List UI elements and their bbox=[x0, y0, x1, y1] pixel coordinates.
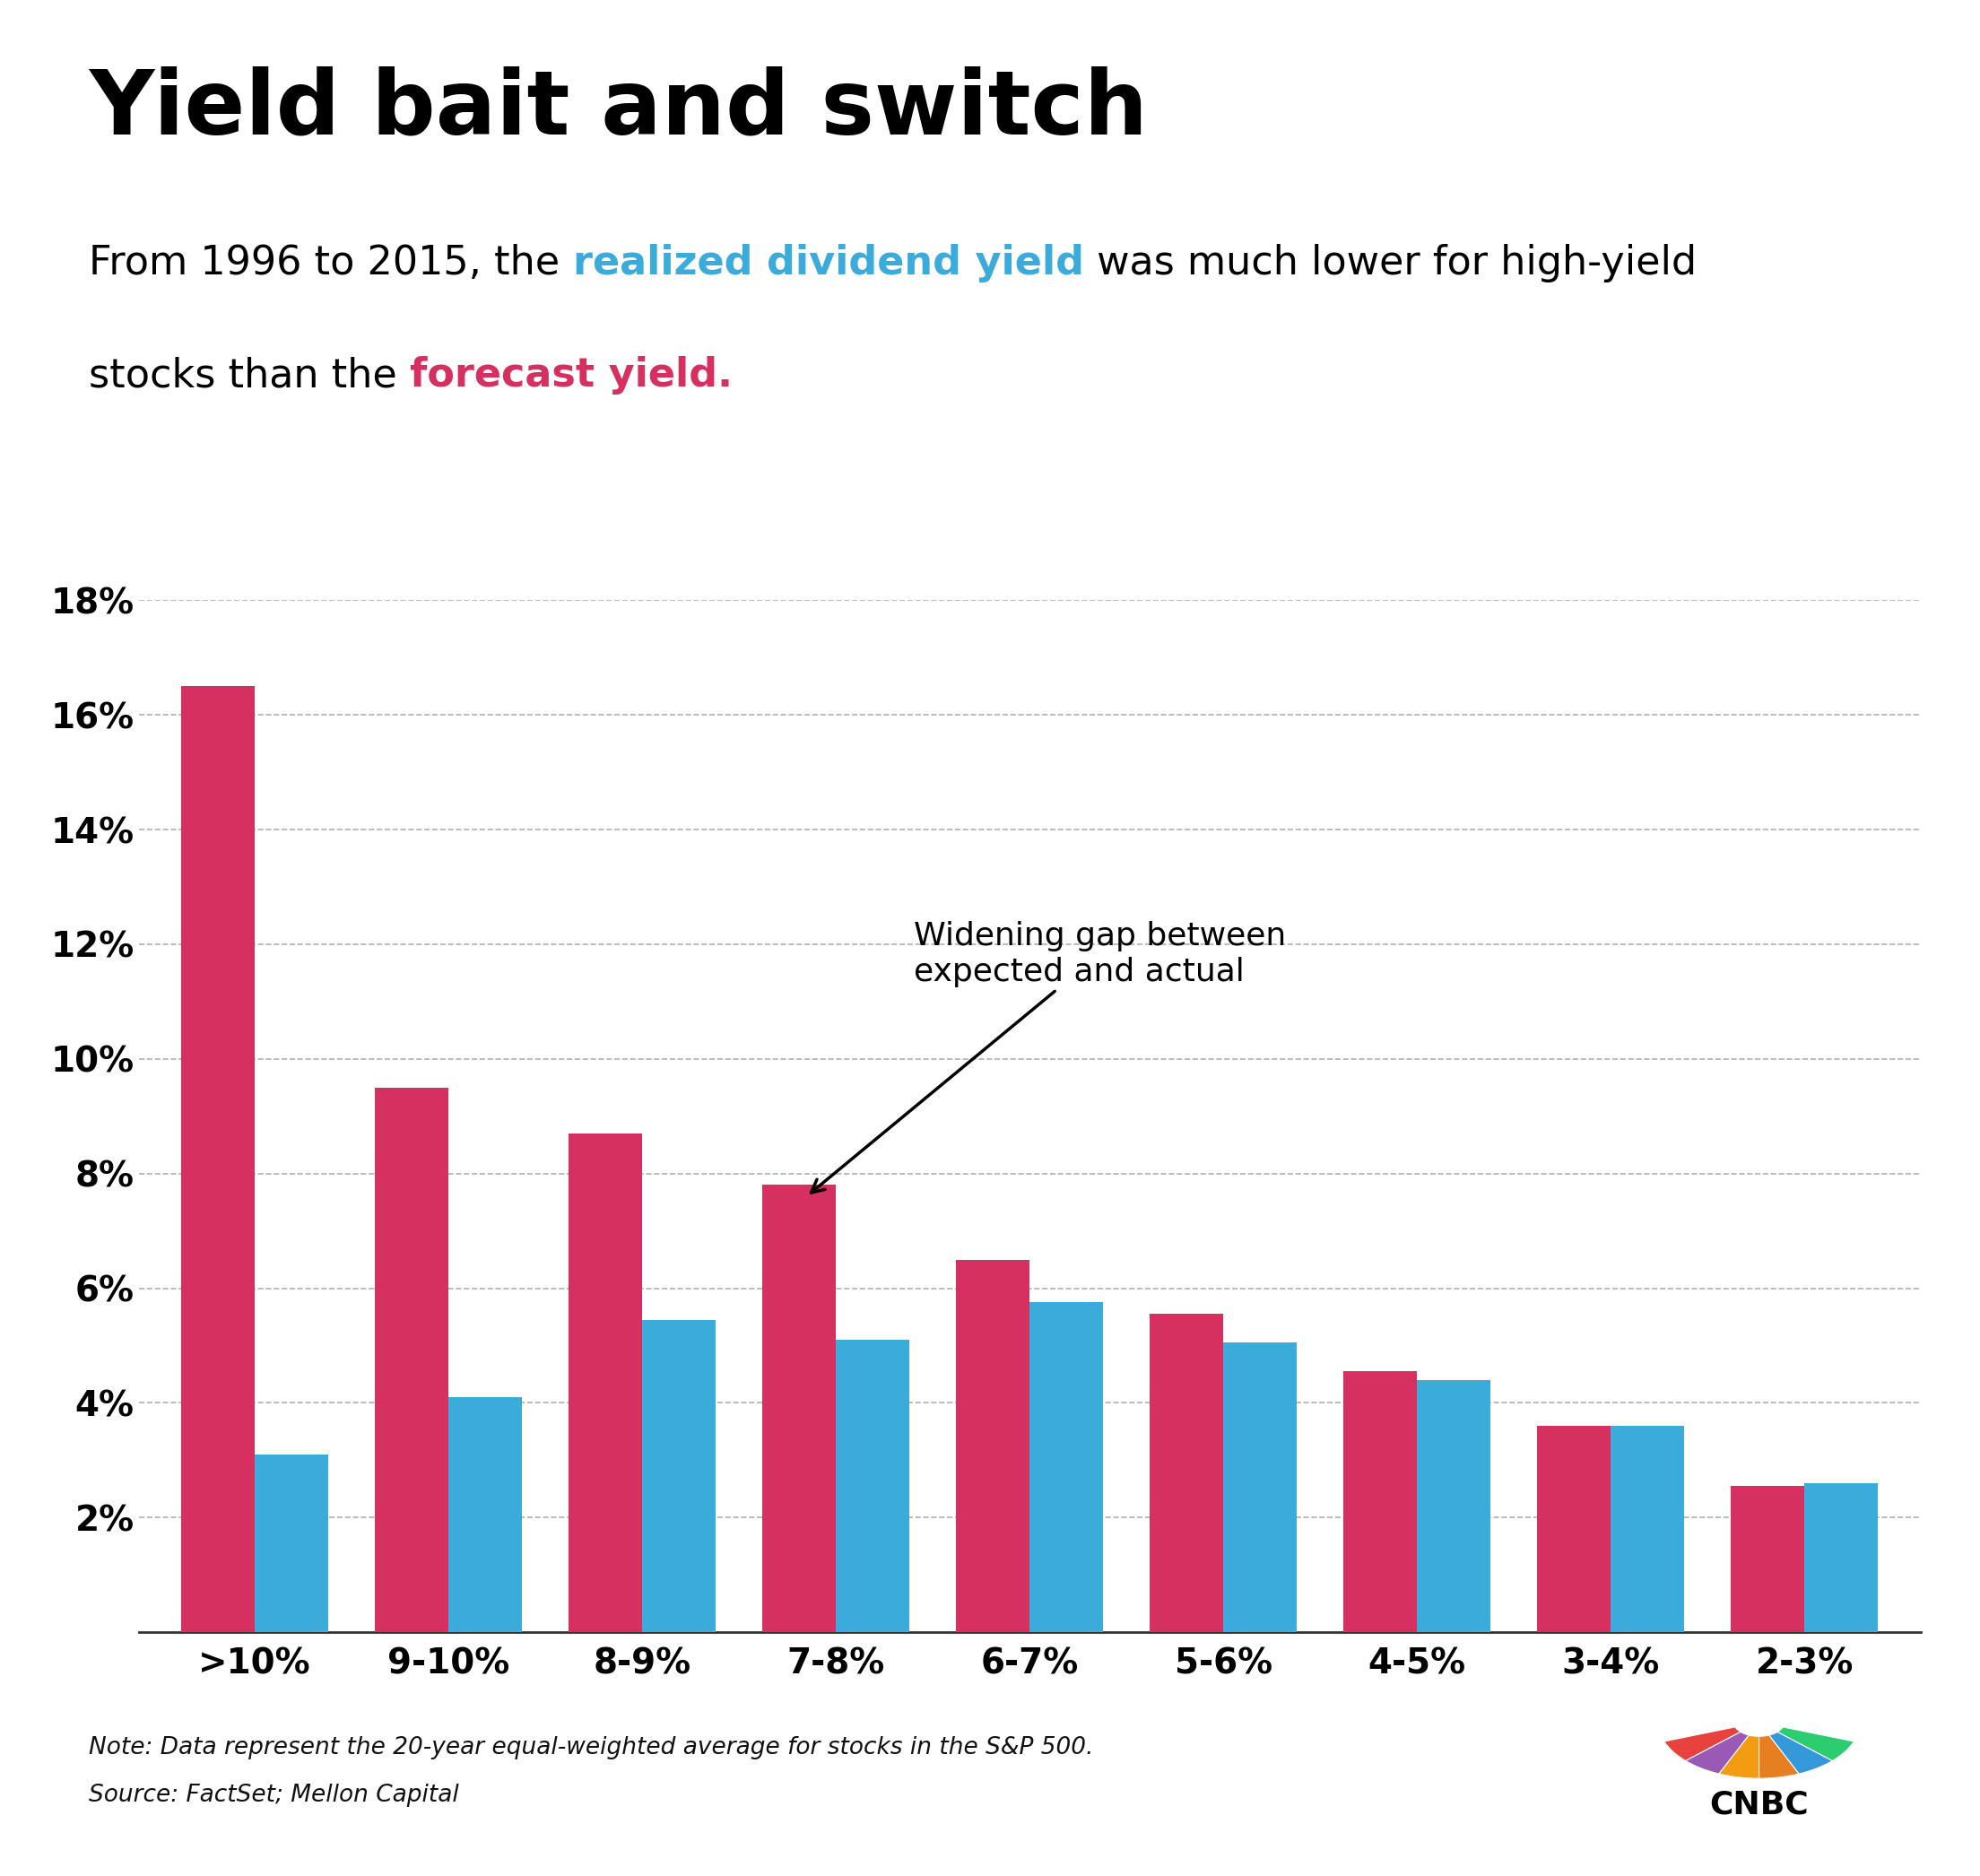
Bar bbox=[255, 1454, 329, 1632]
Bar bbox=[1610, 1426, 1685, 1632]
Text: realized dividend yield: realized dividend yield bbox=[572, 244, 1083, 283]
Bar bbox=[1804, 1484, 1877, 1632]
Bar bbox=[1731, 1486, 1804, 1632]
Bar bbox=[1418, 1381, 1491, 1632]
Wedge shape bbox=[1685, 1722, 1758, 1775]
Text: stocks than the: stocks than the bbox=[89, 356, 410, 396]
Wedge shape bbox=[1663, 1722, 1758, 1762]
Bar bbox=[182, 687, 255, 1632]
Bar bbox=[1224, 1343, 1297, 1632]
Bar bbox=[956, 1259, 1030, 1632]
Bar bbox=[1342, 1371, 1418, 1632]
Text: Note: Data represent the 20-year equal-weighted average for stocks in the S&P 50: Note: Data represent the 20-year equal-w… bbox=[89, 1737, 1093, 1760]
Bar bbox=[374, 1088, 449, 1632]
Bar bbox=[1150, 1313, 1224, 1632]
Text: From 1996 to 2015, the: From 1996 to 2015, the bbox=[89, 244, 572, 283]
Bar bbox=[449, 1398, 523, 1632]
Text: Source: FactSet; Mellon Capital: Source: FactSet; Mellon Capital bbox=[89, 1784, 459, 1807]
Wedge shape bbox=[1719, 1722, 1758, 1778]
Bar bbox=[642, 1319, 717, 1632]
Circle shape bbox=[1734, 1707, 1784, 1737]
Text: CNBC: CNBC bbox=[1709, 1790, 1808, 1820]
Wedge shape bbox=[1758, 1722, 1800, 1778]
Bar bbox=[568, 1133, 642, 1632]
Bar bbox=[1536, 1426, 1610, 1632]
Bar bbox=[762, 1186, 836, 1632]
Wedge shape bbox=[1758, 1722, 1832, 1775]
Text: Yield bait and switch: Yield bait and switch bbox=[89, 66, 1148, 152]
Text: was much lower for high-yield: was much lower for high-yield bbox=[1083, 244, 1697, 283]
Wedge shape bbox=[1758, 1722, 1853, 1762]
Text: forecast yield.: forecast yield. bbox=[410, 356, 733, 396]
Text: Widening gap between
expected and actual: Widening gap between expected and actual bbox=[812, 921, 1285, 1193]
Bar bbox=[836, 1339, 909, 1632]
Bar bbox=[1030, 1302, 1103, 1632]
